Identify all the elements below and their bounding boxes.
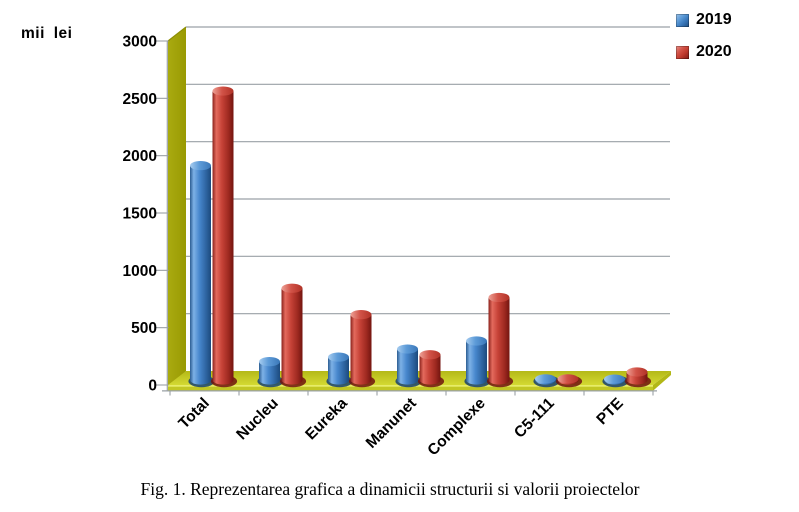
side-wall-face [168,27,186,391]
x-category-label-manunet: Manunet [363,395,420,452]
bars [188,86,652,388]
bar-body [190,165,211,380]
bar-body [212,91,234,380]
legend-swatch-2019 [676,13,689,27]
bar-cap [259,357,280,367]
bar-body [466,341,487,380]
legend-label-2019: 2019 [696,11,732,28]
bar-cap [626,367,648,377]
legend-label-2020: 2020 [696,43,732,60]
y-tick-label-1500: 1500 [123,206,157,223]
bar-chart-3d: 0 500 1000 1500 2000 2500 3000 Total Nucleu Eure… [123,26,671,460]
y-tick-label-3000: 3000 [123,34,157,51]
bar-cap [419,350,441,360]
y-axis-title: mii lei [21,25,73,42]
bar-eureka-2020 [348,310,376,388]
x-axis-labels: Total Nucleu Eureka Manunet Complexe C5-111 PT… [175,395,626,460]
bar-nucleu-2019 [257,357,284,388]
bar-cap [212,86,234,96]
bar-complexe-2020 [486,292,514,388]
bar-body [397,349,418,380]
bar-cap [281,283,303,293]
x-category-label-complexe: Complexe [424,395,489,460]
bar-total-2019 [188,160,215,388]
bar-body [281,288,303,380]
bar-cap [604,374,625,384]
bar-total-2020 [210,86,238,388]
bar-body [488,297,510,380]
bar-nucleu-2020 [279,283,307,388]
bar-eureka-2019 [326,352,353,388]
x-category-label-total: Total [175,395,212,432]
y-tick-label-2000: 2000 [123,148,157,165]
bar-body [328,357,349,380]
x-category-label-pte: PTE [593,395,626,428]
wall-top-edge [167,26,187,42]
bar-body [350,314,372,380]
bar-cap [397,344,418,354]
y-tick-label-0: 0 [148,378,157,395]
bar-manunet-2020 [417,350,445,388]
bar-cap [488,292,510,303]
y-axis: 0 500 1000 1500 2000 2500 3000 [123,34,169,395]
bar-pte-2020 [624,367,652,388]
x-category-label-eureka: Eureka [302,395,351,444]
chart-container: 0 500 1000 1500 2000 2500 3000 Total Nucleu Eure… [21,12,732,460]
figure-caption: Fig. 1. Reprezentarea grafica a dinamici… [140,479,640,499]
bar-c5-111-2020 [555,374,583,388]
bar-cap [557,374,579,384]
bar-cap [466,336,487,346]
bar-pte-2019 [602,374,629,388]
legend: 2019 2020 [676,12,732,76]
bar-body [259,361,280,380]
bar-c5-111-2019 [533,374,560,388]
bar-cap [535,374,556,384]
y-tick-label-2500: 2500 [123,91,157,108]
gridlines [186,26,670,315]
legend-item-2020: 2020 [676,44,732,60]
bar-manunet-2019 [395,344,422,388]
x-category-label-c5-111: C5-111 [511,395,558,442]
x-axis [162,390,657,396]
y-tick-label-1000: 1000 [123,263,157,280]
x-category-label-nucleu: Nucleu [233,395,282,444]
bar-complexe-2019 [464,336,491,388]
bar-body [419,354,441,380]
floor-right-face [653,371,671,391]
bar-cap [350,310,372,320]
chart-side-wall [166,26,187,391]
bar-cap [328,352,349,362]
y-tick-label-500: 500 [131,320,157,337]
legend-swatch-2020 [676,45,689,59]
bar-cap [190,160,211,171]
legend-item-2019: 2019 [676,12,732,28]
